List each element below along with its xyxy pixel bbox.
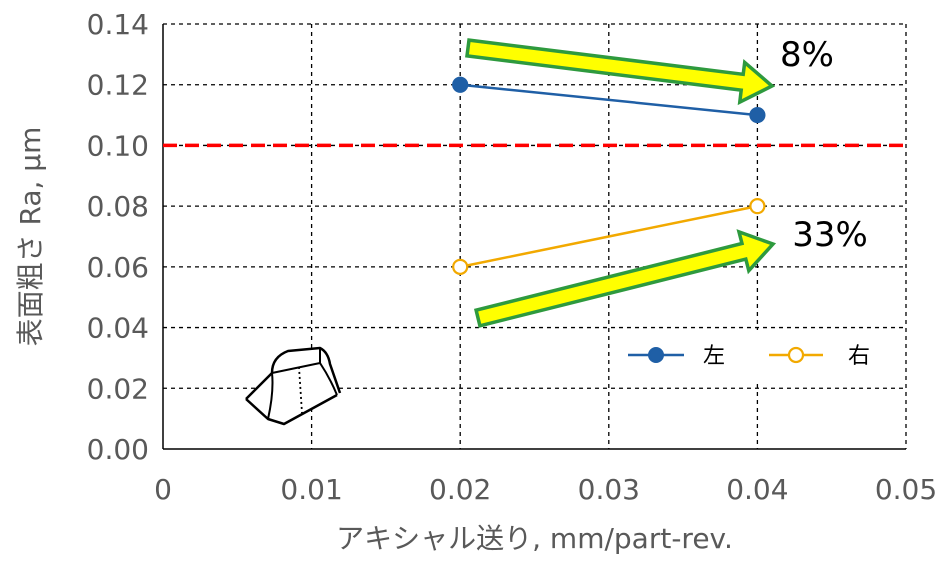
y-tick-label: 0.10 bbox=[87, 129, 149, 162]
arrow-up-right bbox=[473, 229, 777, 328]
icon-outline bbox=[245, 393, 338, 426]
data-point bbox=[749, 106, 766, 124]
data-point bbox=[452, 258, 469, 275]
x-tick-label: 0.01 bbox=[280, 473, 342, 506]
y-tick-label: 0.08 bbox=[87, 190, 149, 223]
y-tick-label: 0.14 bbox=[87, 8, 149, 41]
arrow-down-right bbox=[465, 38, 776, 106]
labels: アキシャル送り, mm/part-rev. 表面粗さ Ra, μm 8% 33% bbox=[14, 35, 868, 555]
annotation-text: 8% bbox=[780, 35, 834, 75]
x-tick-label: 0.04 bbox=[726, 473, 788, 506]
x-axis-title: アキシャル送り, mm/part-rev. bbox=[336, 522, 733, 555]
x-tick-label: 0.05 bbox=[875, 473, 937, 506]
x-tick-label: 0.03 bbox=[578, 473, 640, 506]
legend-marker bbox=[787, 346, 805, 364]
data-point bbox=[749, 198, 766, 215]
icon-outline bbox=[245, 346, 342, 400]
legend: 左右 bbox=[612, 330, 897, 382]
icon-fill bbox=[246, 348, 340, 423]
legend-marker bbox=[648, 347, 664, 363]
y-tick-label: 0.02 bbox=[87, 372, 149, 405]
y-tick-label: 0.12 bbox=[87, 69, 149, 102]
y-tick-label: 0.04 bbox=[87, 312, 149, 345]
data-point bbox=[452, 76, 469, 93]
series-line bbox=[460, 83, 758, 117]
tool-insert-icon bbox=[245, 346, 342, 426]
series-layer bbox=[452, 76, 766, 275]
annotation-arrows bbox=[465, 38, 777, 328]
axes bbox=[162, 24, 906, 450]
icon-edge bbox=[271, 361, 338, 396]
annotation-text: 33% bbox=[792, 215, 868, 255]
icon-edge bbox=[267, 372, 274, 420]
y-axis-title: 表面粗さ Ra, μm bbox=[14, 127, 47, 347]
legend-label: 左 bbox=[703, 344, 725, 369]
series-line bbox=[459, 204, 758, 269]
x-tick-label: 0.02 bbox=[429, 473, 491, 506]
y-tick-label: 0.06 bbox=[87, 251, 149, 284]
legend-label: 右 bbox=[848, 344, 870, 369]
x-tick-label: 0 bbox=[154, 473, 172, 506]
y-tick-label: 0.00 bbox=[87, 433, 149, 466]
tick-labels: 0 0.01 0.02 0.03 0.04 0.05 0.00 0.02 0.04 0.06 0.0… bbox=[87, 8, 938, 506]
